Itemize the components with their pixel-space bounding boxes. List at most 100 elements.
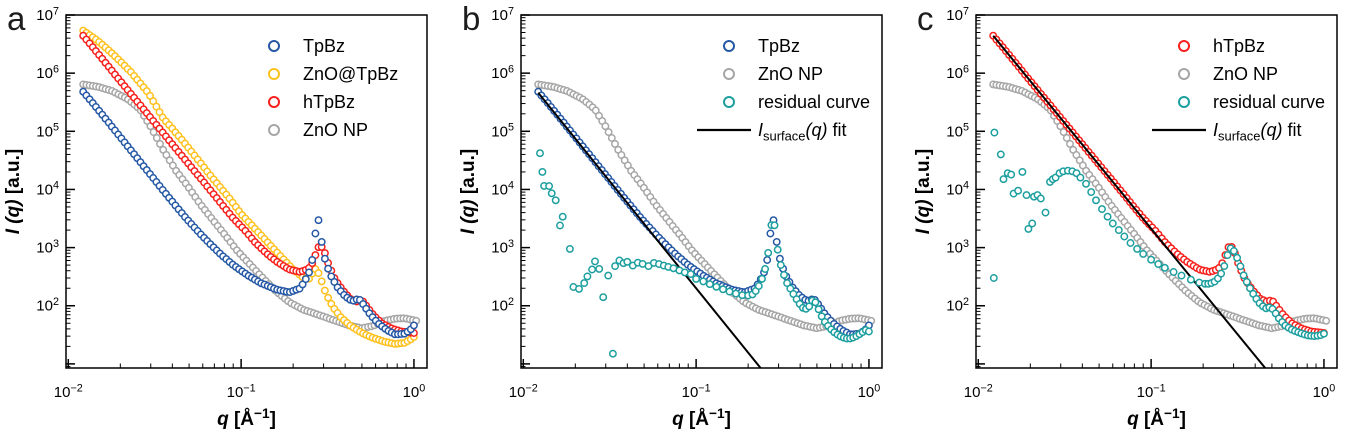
x-tick-label: 10−2	[54, 382, 83, 401]
series-residual-curve	[536, 149, 873, 358]
legend-item: residual curve	[723, 92, 870, 112]
panel-b-chart: 10−2 10−1 100 102 103 104 105 106 107 q [Å−1] I (q…	[458, 5, 883, 430]
y-tick-label: 107	[36, 5, 59, 24]
series-zno-np	[989, 80, 1331, 333]
panel-a-chart: 10−2 10−1 100 102 103 104 105 106 107 q [Å−1] I (q…	[3, 5, 428, 430]
y-tick-label: 104	[946, 180, 969, 199]
x-tick-label: 10−1	[227, 382, 256, 401]
legend: TpBz ZnO NP residual curve Isurface(q) fit	[697, 36, 870, 143]
y-tick-label: 106	[491, 63, 514, 82]
legend-item: ZnO NP	[1178, 64, 1278, 84]
y-tick-label: 106	[36, 63, 59, 82]
legend-label: Isurface(q) fit	[758, 120, 847, 143]
legend-label: ZnO NP	[758, 64, 823, 84]
x-tick-label: 100	[403, 382, 426, 401]
panel-a-letter: a	[7, 0, 26, 37]
x-tick-label: 100	[858, 382, 881, 401]
series-i-surface-q-fit	[537, 92, 762, 369]
x-tick-label: 10−2	[964, 382, 993, 401]
legend-marker-icon	[268, 96, 280, 108]
y-tick-label: 102	[36, 296, 59, 315]
x-axis-title: q [Å−1]	[1127, 406, 1186, 430]
panel-a-chart-mount: 10−2 10−1 100 102 103 104 105 106 107 q [Å−1] I (q…	[0, 0, 455, 434]
legend-item: ZnO NP	[268, 120, 368, 140]
x-axis: 10−2 10−1 100	[509, 359, 881, 401]
legend-label: TpBz	[303, 36, 345, 56]
legend-label: hTpBz	[303, 92, 355, 112]
legend-label: TpBz	[758, 36, 800, 56]
legend-marker-icon	[268, 40, 280, 52]
y-tick-label: 102	[491, 296, 514, 315]
y-axis-title: I (q) [a.u.]	[3, 149, 24, 235]
panel-c-chart: 10−2 10−1 100 102 103 104 105 106 107 q [Å−1] I (q…	[913, 5, 1338, 430]
y-tick-label: 107	[491, 5, 514, 24]
series-residual-curve	[989, 128, 1328, 341]
y-axis: 102 103 104 105 106 107	[36, 5, 75, 368]
legend-item: hTpBz	[268, 92, 355, 112]
x-axis: 10−2 10−1 100	[54, 359, 426, 401]
y-axis: 102 103 104 105 106 107	[491, 5, 530, 368]
x-axis: 10−2 10−1 100	[964, 359, 1336, 401]
y-tick-label: 107	[946, 5, 969, 24]
x-axis-title: q [Å−1]	[217, 406, 276, 430]
legend-marker-icon	[268, 124, 280, 136]
panel-b-letter: b	[462, 0, 481, 37]
plot-frame	[65, 14, 428, 369]
y-tick-label: 103	[36, 238, 59, 257]
series-zno-np	[534, 80, 876, 333]
legend-item: TpBz	[268, 36, 345, 56]
panel-c-chart-mount: 10−2 10−1 100 102 103 104 105 106 107 q [Å−1] I (q…	[910, 0, 1365, 434]
series-i-surface-q-fit	[992, 35, 1266, 369]
legend-label: ZnO@TpBz	[303, 64, 398, 84]
panel-c-letter: c	[917, 0, 934, 37]
y-tick-label: 103	[491, 238, 514, 257]
plot-frame	[520, 14, 883, 369]
legend-marker-icon	[268, 68, 280, 80]
panel-b-chart-mount: 10−2 10−1 100 102 103 104 105 106 107 q [Å−1] I (q…	[455, 0, 910, 434]
legend-marker-icon	[1178, 40, 1190, 52]
panel-c: c 10−2 10−1 100 102 103 104 105 106 107 q [Å−1] I …	[910, 0, 1365, 434]
x-axis-title: q [Å−1]	[672, 406, 731, 430]
y-axis-title: I (q) [a.u.]	[913, 149, 934, 235]
panel-b: b 10−2 10−1 100 102 103 104 105 106 107 q [Å−1] I …	[455, 0, 910, 434]
legend-item: Isurface(q) fit	[1152, 120, 1302, 143]
legend: hTpBz ZnO NP residual curve Isurface(q) fit	[1152, 36, 1325, 143]
y-tick-label: 104	[491, 180, 514, 199]
x-tick-label: 10−1	[1137, 382, 1166, 401]
legend-marker-icon	[1178, 68, 1190, 80]
y-tick-label: 103	[946, 238, 969, 257]
legend-label: ZnO NP	[1213, 64, 1278, 84]
y-tick-label: 102	[946, 296, 969, 315]
legend-item: Isurface(q) fit	[697, 120, 847, 143]
legend-item: ZnO@TpBz	[268, 64, 398, 84]
legend-marker-icon	[723, 40, 735, 52]
x-tick-label: 100	[1313, 382, 1336, 401]
y-axis: 102 103 104 105 106 107	[946, 5, 985, 368]
panel-a: a 10−2 10−1 100 102 103 104 105 106 107 q [Å−1] I …	[0, 0, 455, 434]
legend-label: residual curve	[758, 92, 870, 112]
series-zno-tpbz	[79, 26, 418, 348]
legend-marker-icon	[723, 96, 735, 108]
legend-label: Isurface(q) fit	[1213, 120, 1302, 143]
legend-item: ZnO NP	[723, 64, 823, 84]
legend-item: hTpBz	[1178, 36, 1265, 56]
y-axis-title: I (q) [a.u.]	[458, 149, 479, 235]
legend: TpBz ZnO@TpBz hTpBz ZnO NP	[268, 36, 398, 140]
series-zno-np	[79, 80, 421, 333]
legend-label: residual curve	[1213, 92, 1325, 112]
x-tick-label: 10−2	[509, 382, 538, 401]
legend-label: ZnO NP	[303, 120, 368, 140]
y-tick-label: 104	[36, 180, 59, 199]
x-tick-label: 10−1	[682, 382, 711, 401]
y-tick-label: 105	[36, 122, 59, 141]
legend-marker-icon	[723, 68, 735, 80]
plot-frame	[975, 14, 1338, 369]
y-tick-label: 105	[946, 122, 969, 141]
series-tpbz	[79, 87, 418, 339]
y-tick-label: 106	[946, 63, 969, 82]
y-tick-label: 105	[491, 122, 514, 141]
legend-item: residual curve	[1178, 92, 1325, 112]
legend-item: TpBz	[723, 36, 800, 56]
legend-marker-icon	[1178, 96, 1190, 108]
